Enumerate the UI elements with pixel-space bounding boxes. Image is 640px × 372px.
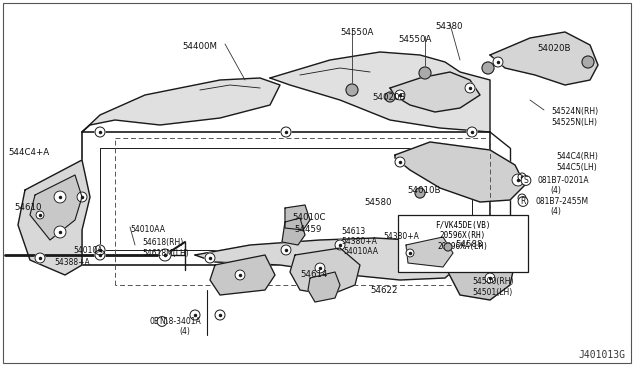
Text: 081B7-2455M: 081B7-2455M — [535, 197, 588, 206]
Circle shape — [281, 245, 291, 255]
Circle shape — [95, 250, 105, 260]
Text: 54380: 54380 — [435, 22, 463, 31]
Circle shape — [385, 92, 395, 102]
Polygon shape — [210, 255, 275, 295]
Text: 54459: 54459 — [294, 225, 321, 234]
Text: 54525N(LH): 54525N(LH) — [551, 118, 597, 127]
Circle shape — [512, 174, 524, 186]
Text: 54524N(RH): 54524N(RH) — [551, 107, 598, 116]
Circle shape — [205, 253, 215, 263]
Circle shape — [465, 83, 475, 93]
Circle shape — [406, 249, 414, 257]
Text: 54010A: 54010A — [73, 246, 102, 255]
Text: F/VK45DE(VB)
20596X(RH)
20596XA(LH): F/VK45DE(VB) 20596X(RH) 20596XA(LH) — [435, 221, 491, 251]
Circle shape — [215, 310, 225, 320]
Circle shape — [346, 84, 358, 96]
Text: 54618M(LH): 54618M(LH) — [142, 249, 189, 258]
Text: 54020B: 54020B — [372, 93, 406, 102]
Polygon shape — [490, 32, 598, 85]
Text: 54580: 54580 — [364, 198, 392, 207]
Text: 081B7-0201A: 081B7-0201A — [538, 176, 589, 185]
Text: 54388+A: 54388+A — [54, 258, 90, 267]
Bar — [398, 215, 528, 272]
Circle shape — [77, 192, 87, 202]
Polygon shape — [395, 142, 525, 202]
Circle shape — [467, 127, 477, 137]
Text: 54010B: 54010B — [407, 186, 440, 195]
Circle shape — [54, 226, 66, 238]
Circle shape — [159, 249, 171, 261]
Circle shape — [281, 127, 291, 137]
Circle shape — [95, 245, 105, 255]
Circle shape — [395, 157, 405, 167]
Circle shape — [518, 194, 526, 202]
Text: 54380+A: 54380+A — [341, 237, 377, 246]
Text: 54618(RH): 54618(RH) — [142, 238, 183, 247]
Polygon shape — [195, 238, 460, 280]
Text: 54010AA: 54010AA — [343, 247, 378, 256]
Text: 54010AA: 54010AA — [130, 225, 165, 234]
Text: 0B918-3401A: 0B918-3401A — [149, 317, 201, 326]
Text: 544C4(RH): 544C4(RH) — [556, 152, 598, 161]
Circle shape — [444, 243, 452, 251]
Circle shape — [415, 188, 425, 198]
Text: 54614: 54614 — [300, 270, 328, 279]
Text: 54550A: 54550A — [340, 28, 373, 37]
Circle shape — [235, 270, 245, 280]
Text: (4): (4) — [550, 207, 561, 216]
Polygon shape — [270, 52, 490, 132]
Polygon shape — [290, 248, 360, 295]
Circle shape — [485, 273, 495, 283]
Circle shape — [36, 211, 44, 219]
Circle shape — [518, 173, 526, 181]
Polygon shape — [440, 230, 515, 300]
Text: 54550A: 54550A — [398, 35, 431, 44]
Text: 54610: 54610 — [14, 203, 42, 212]
Circle shape — [464, 256, 476, 268]
Text: 544C4+A: 544C4+A — [8, 148, 49, 157]
Text: 54613: 54613 — [341, 227, 365, 236]
Text: 544C5(LH): 544C5(LH) — [556, 163, 596, 172]
Polygon shape — [30, 175, 82, 240]
Text: 54588: 54588 — [455, 240, 483, 249]
Polygon shape — [308, 272, 340, 302]
Circle shape — [315, 263, 325, 273]
Text: J401013G: J401013G — [578, 350, 625, 360]
Text: S: S — [524, 176, 529, 185]
Polygon shape — [285, 205, 310, 230]
Polygon shape — [18, 160, 90, 275]
Polygon shape — [82, 78, 280, 132]
Circle shape — [395, 90, 405, 100]
Text: 54501(LH): 54501(LH) — [472, 288, 512, 297]
Text: 54020B: 54020B — [537, 44, 570, 53]
Text: 54500(RH): 54500(RH) — [472, 277, 513, 286]
Polygon shape — [406, 237, 453, 267]
Circle shape — [467, 245, 477, 255]
Text: 54622: 54622 — [370, 286, 397, 295]
Text: R: R — [520, 197, 525, 206]
Text: 54400M: 54400M — [182, 42, 217, 51]
Circle shape — [54, 191, 66, 203]
Circle shape — [440, 253, 450, 263]
Text: 54380+A: 54380+A — [383, 232, 419, 241]
Text: N: N — [159, 317, 165, 326]
Circle shape — [335, 240, 345, 250]
Polygon shape — [282, 218, 305, 245]
Text: (4): (4) — [180, 327, 191, 336]
Circle shape — [493, 57, 503, 67]
Polygon shape — [390, 72, 480, 112]
Circle shape — [419, 67, 431, 79]
Circle shape — [190, 310, 200, 320]
Circle shape — [35, 253, 45, 263]
Text: (4): (4) — [550, 186, 561, 195]
Circle shape — [482, 62, 494, 74]
Circle shape — [95, 127, 105, 137]
Circle shape — [450, 243, 460, 253]
Circle shape — [582, 56, 594, 68]
Text: 54010C: 54010C — [292, 213, 326, 222]
